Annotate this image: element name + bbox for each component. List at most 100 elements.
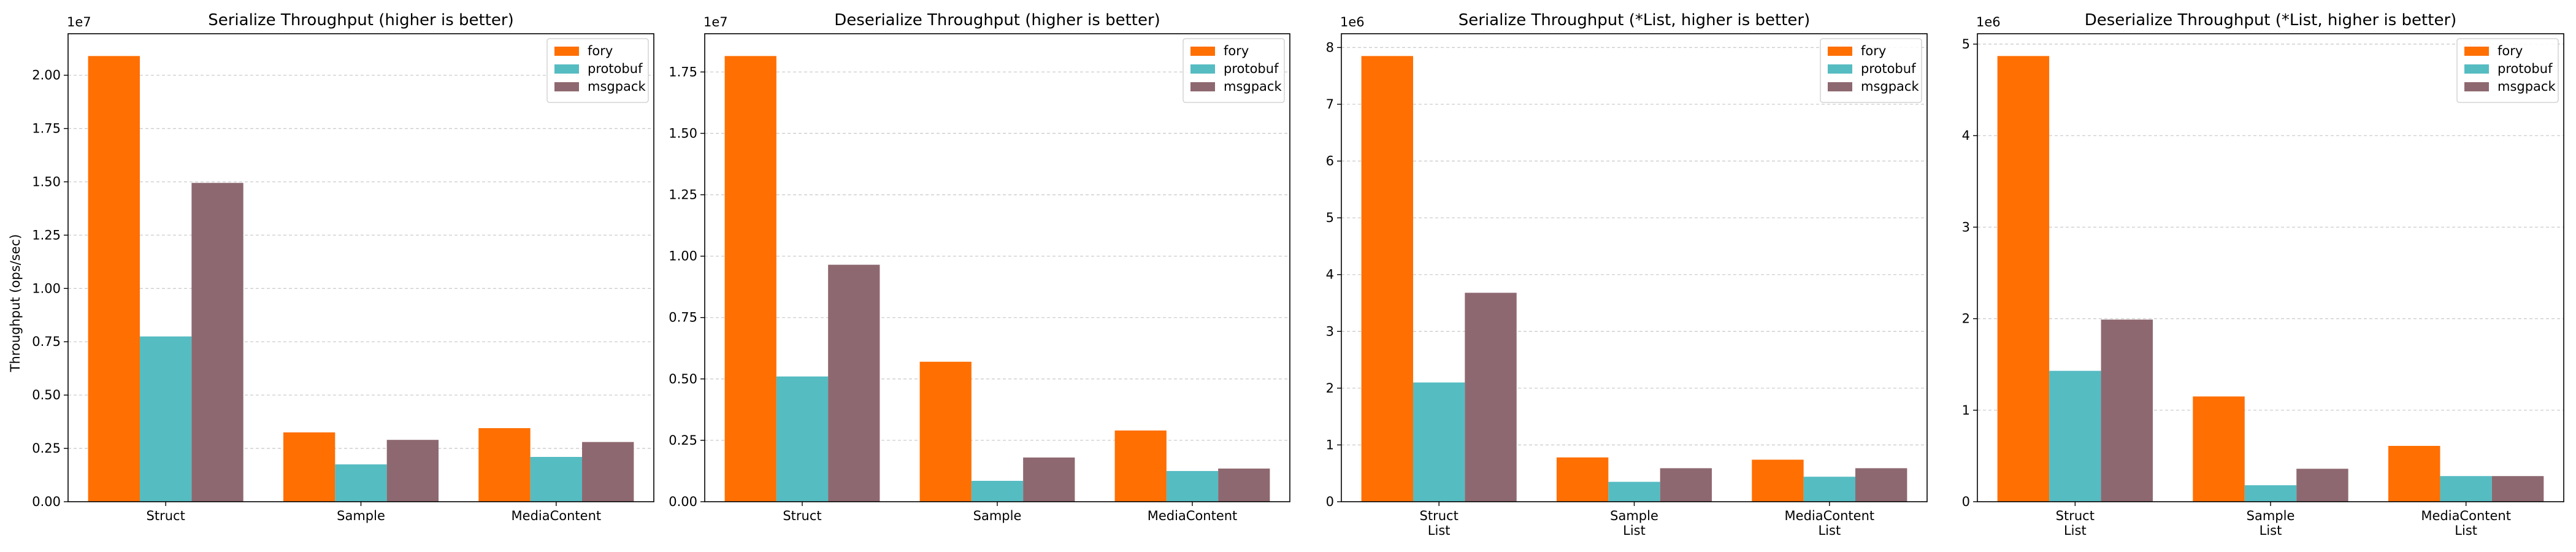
y-tick-label: 0.50 <box>669 372 697 386</box>
bar-msgpack-3 <box>2491 476 2544 502</box>
y-tick-label: 2 <box>1962 312 1970 326</box>
bar-fory-2 <box>283 432 335 502</box>
y-tick-label: 1.50 <box>669 126 697 140</box>
x-tick-label: Sample <box>973 508 1022 523</box>
y-tick-label: 3 <box>1962 220 1970 234</box>
legend-label-protobuf: protobuf <box>1224 61 1279 76</box>
y-tick-label: 3 <box>1326 324 1334 339</box>
chart-title: Serialize Throughput (higher is better) <box>208 11 514 29</box>
x-tick-label: Struct <box>147 508 185 523</box>
bar-fory-3 <box>478 428 531 502</box>
y-tick-label: 0.75 <box>32 334 61 349</box>
bar-protobuf-2 <box>971 480 1024 502</box>
legend-label-fory: fory <box>1224 44 1249 58</box>
legend-swatch-msgpack <box>2464 82 2489 91</box>
x-tick-label: MediaContent <box>2421 508 2511 523</box>
bar-protobuf-2 <box>335 464 387 502</box>
y-tick-label: 1.00 <box>669 249 697 264</box>
y-axis-label: Throughput (ops/sec) <box>8 234 23 373</box>
bar-protobuf-3 <box>530 456 583 502</box>
bar-msgpack-2 <box>1660 468 1712 502</box>
x-tick-label: List <box>1428 523 1451 538</box>
y-tick-label: 1 <box>1962 403 1970 418</box>
legend-swatch-fory <box>554 47 579 56</box>
x-tick-label: Sample <box>1610 508 1658 523</box>
chart-4: 0123451e6StructListSampleListMediaConten… <box>1962 11 2564 538</box>
legend-swatch-msgpack <box>554 82 579 91</box>
bar-protobuf-1 <box>1413 382 1465 502</box>
y-tick-label: 4 <box>1962 128 1970 143</box>
chart-3: 0123456781e6StructListSampleListMediaCon… <box>1326 11 1928 538</box>
y-tick-label: 0 <box>1326 494 1334 509</box>
legend-label-fory: fory <box>2497 44 2523 58</box>
bar-fory-3 <box>1114 430 1167 502</box>
y-tick-label: 2.00 <box>32 68 61 83</box>
x-tick-label: List <box>1623 523 1646 538</box>
x-tick-label: Struct <box>2056 508 2095 523</box>
x-tick-label: MediaContent <box>1148 508 1238 523</box>
legend-swatch-protobuf <box>1190 64 1215 74</box>
bar-msgpack-1 <box>828 264 880 502</box>
bar-msgpack-1 <box>191 183 243 502</box>
bar-msgpack-3 <box>1855 468 1907 502</box>
legend-swatch-protobuf <box>1828 64 1852 74</box>
x-tick-label: Struct <box>1420 508 1459 523</box>
bar-protobuf-1 <box>2049 370 2101 502</box>
bar-fory-2 <box>919 361 972 502</box>
bar-fory-2 <box>1556 457 1609 502</box>
legend-label-msgpack: msgpack <box>588 79 646 94</box>
legend-swatch-msgpack <box>1190 82 1215 91</box>
bar-msgpack-3 <box>582 442 634 502</box>
legend-label-protobuf: protobuf <box>1861 61 1916 76</box>
y-tick-label: 7 <box>1326 97 1334 112</box>
legend-label-protobuf: protobuf <box>588 61 643 76</box>
legend-label-fory: fory <box>588 44 613 58</box>
bar-fory-1 <box>724 56 776 502</box>
y-tick-label: 2 <box>1326 381 1334 396</box>
chart-title: Deserialize Throughput (*List, higher is… <box>2085 11 2457 29</box>
bar-protobuf-2 <box>1608 481 1660 502</box>
x-tick-label: List <box>2455 523 2477 538</box>
legend-swatch-fory <box>1190 47 1215 56</box>
bar-protobuf-1 <box>776 376 829 502</box>
y-scale-label: 1e6 <box>1976 15 2001 29</box>
y-tick-label: 1.25 <box>32 228 61 242</box>
y-tick-label: 0.00 <box>32 494 61 509</box>
bar-fory-1 <box>1361 56 1413 502</box>
legend-swatch-protobuf <box>2464 64 2489 74</box>
legend-label-fory: fory <box>1861 44 1886 58</box>
bar-fory-3 <box>1752 459 1804 502</box>
y-tick-label: 1.75 <box>32 121 61 136</box>
x-tick-label: MediaContent <box>1785 508 1875 523</box>
y-scale-label: 1e6 <box>1340 15 1365 29</box>
x-tick-label: Struct <box>783 508 821 523</box>
chart-title: Serialize Throughput (*List, higher is b… <box>1459 11 1811 29</box>
y-tick-label: 5 <box>1326 210 1334 225</box>
bar-msgpack-2 <box>1023 457 1075 502</box>
y-tick-label: 1 <box>1326 437 1334 452</box>
y-scale-label: 1e7 <box>67 15 91 29</box>
chart-1: 0.00 0.25 0.50 0.75 1.00 1.25 1.50 1.75 2.00 1e7 S… <box>32 11 654 523</box>
legend-label-protobuf: protobuf <box>2497 61 2553 76</box>
bar-protobuf-1 <box>139 336 192 502</box>
bar-msgpack-2 <box>2296 469 2348 502</box>
bar-fory-1 <box>88 56 140 502</box>
y-tick-label: 1.25 <box>669 188 697 202</box>
legend-swatch-protobuf <box>554 64 579 74</box>
y-tick-label: 6 <box>1326 154 1334 169</box>
legend-swatch-msgpack <box>1828 82 1852 91</box>
y-tick-label: 0.25 <box>32 441 61 456</box>
y-tick-label: 0 <box>1962 494 1970 509</box>
chart-2: 0.00 0.25 0.50 0.75 1.00 1.25 1.50 1.75 1e7 Struc… <box>669 11 1290 523</box>
bar-protobuf-3 <box>2440 476 2492 502</box>
legend-label-msgpack: msgpack <box>2497 79 2556 94</box>
y-tick-label: 0.00 <box>669 494 697 509</box>
bar-fory-2 <box>2193 396 2245 502</box>
bar-msgpack-3 <box>1218 468 1270 502</box>
y-tick-label: 4 <box>1326 267 1334 282</box>
bar-protobuf-2 <box>2244 485 2297 502</box>
y-tick-label: 0.25 <box>669 433 697 448</box>
x-tick-label: Sample <box>2247 508 2295 523</box>
y-tick-label: 0.75 <box>669 310 697 325</box>
x-tick-label: Sample <box>337 508 385 523</box>
